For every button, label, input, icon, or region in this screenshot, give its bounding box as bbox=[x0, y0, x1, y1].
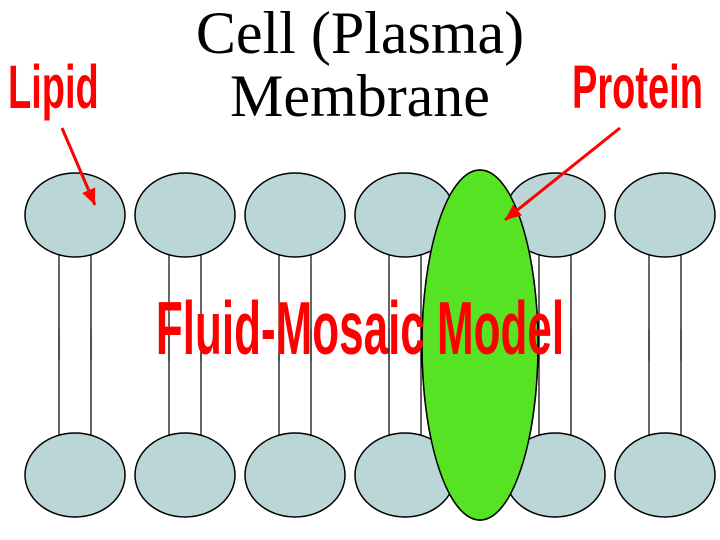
fluid-mosaic-label: Fluid-Mosaic Model bbox=[156, 288, 564, 373]
protein-label: Protein bbox=[572, 55, 703, 124]
title-line1: Cell (Plasma) bbox=[196, 0, 524, 66]
title-line2: Membrane bbox=[230, 63, 490, 129]
lipid-label: Lipid bbox=[8, 55, 99, 124]
page-title: Cell (Plasma) Membrane bbox=[120, 2, 600, 128]
